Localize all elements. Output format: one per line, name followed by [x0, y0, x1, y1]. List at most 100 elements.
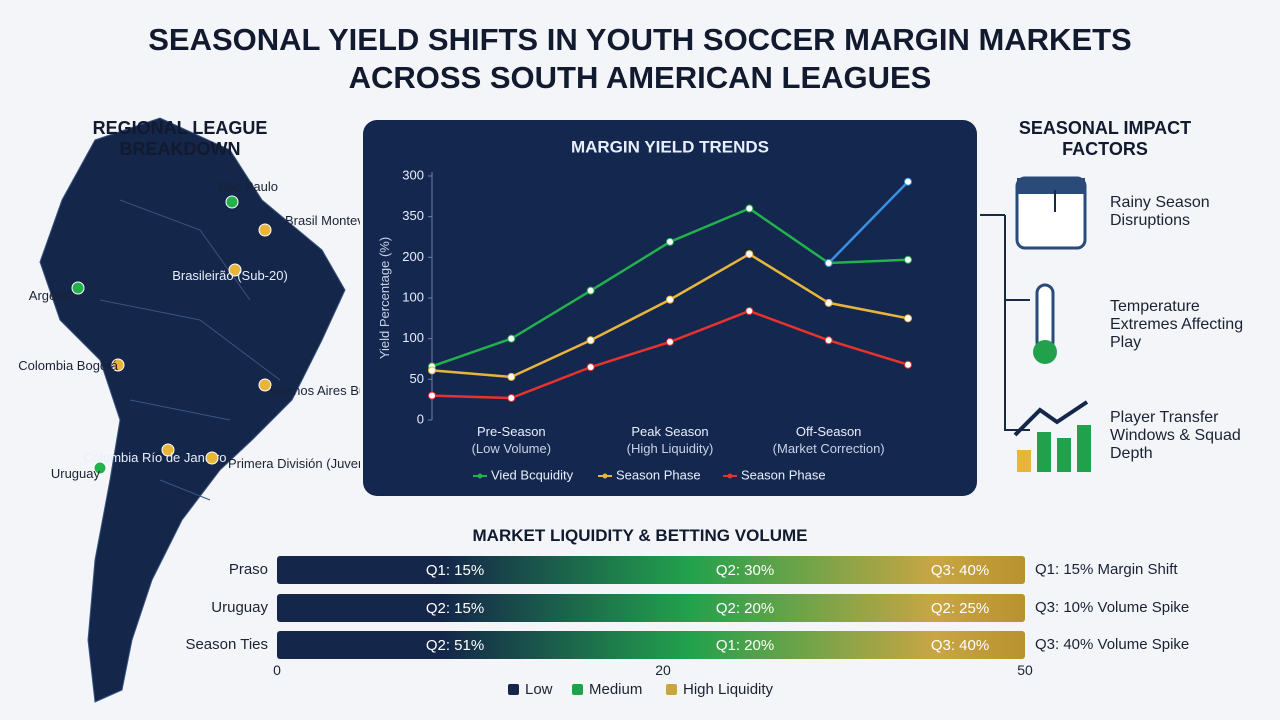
factors-title: SEASONAL IMPACT FACTORS: [1018, 118, 1192, 159]
map-pin: [93, 461, 107, 475]
segment-label: Q2: 20%: [715, 600, 775, 617]
segment-label: Q2: 25%: [930, 600, 990, 617]
data-point: [428, 391, 436, 400]
map-pin: [228, 263, 242, 277]
map-label: Brasil Montevideo: [285, 213, 360, 228]
bar-icon: [1077, 425, 1091, 472]
data-point: [904, 177, 912, 186]
map-pin: [258, 378, 272, 392]
axis-label: 20: [655, 662, 671, 678]
trend-icon: [1013, 400, 1089, 437]
map-label: Colombia Bogotá: [18, 358, 118, 373]
map-pin: [161, 443, 175, 457]
x-tick-label: Peak Season: [631, 424, 708, 439]
data-point: [745, 307, 754, 316]
title-line: SEASONAL YIELD SHIFTS IN YOUTH SOCCER MA…: [148, 22, 1132, 57]
row-label: Praso: [228, 561, 268, 578]
map-title: REGIONAL LEAGUE BREAKDOWN: [92, 118, 268, 159]
calendar-top: [1017, 178, 1085, 194]
legend-label: Low: [525, 681, 553, 698]
data-point: [666, 337, 674, 346]
segment-label: Q3: 40%: [930, 637, 990, 654]
data-point: [904, 360, 912, 369]
y-tick-label: 200: [402, 249, 424, 264]
map-label: Colombia Río de Janeiro: [83, 450, 226, 465]
y-tick-label: 100: [402, 289, 424, 304]
segment-label: Q2: 51%: [425, 637, 485, 654]
liquidity-bar: [277, 631, 1025, 659]
data-point: [507, 394, 516, 403]
legend-label: Season Phase: [741, 467, 826, 482]
legend-dot: [602, 473, 608, 479]
data-point: [745, 204, 754, 213]
data-point: [824, 336, 833, 345]
data-point: [824, 259, 833, 268]
data-point: [904, 255, 912, 264]
legend-swatch: [508, 684, 519, 695]
segment-label: Q1: 15%: [425, 562, 485, 579]
borders: [99, 199, 281, 501]
data-point: [824, 298, 833, 307]
y-tick-label: 100: [402, 330, 424, 345]
data-point: [507, 334, 516, 343]
x-tick-sublabel: (High Liquidity): [627, 441, 714, 456]
legend-swatch: [666, 684, 677, 695]
x-tick-sublabel: (Low Volume): [472, 441, 551, 456]
map-label: Argenti: [29, 288, 70, 303]
map: São Paulo Brasil Montevideo Brasileirão (S…: [18, 117, 360, 703]
map-pin: [111, 358, 125, 372]
segment-label: Q3: 40%: [930, 562, 990, 579]
map-pin: [205, 451, 219, 465]
data-point: [586, 336, 595, 345]
x-tick-label: Pre-Season: [477, 424, 546, 439]
data-point: [904, 314, 912, 323]
factor-text: Temperature Extremes Affecting Play: [1110, 298, 1244, 351]
axis-label: 0: [273, 662, 281, 678]
row-note: Q1: 15% Margin Shift: [1035, 561, 1178, 578]
series-line: [827, 180, 909, 264]
data-point: [666, 295, 674, 304]
data-point: [586, 363, 595, 372]
data-point: [507, 372, 516, 381]
row-label: Season Ties: [185, 636, 268, 653]
bar-icon: [1057, 438, 1071, 472]
data-point: [428, 366, 436, 375]
segment-label: Q1: 20%: [715, 637, 775, 654]
map-label: São Paulo: [218, 179, 278, 194]
map-pin: [71, 281, 85, 295]
bar-icon: [1017, 450, 1031, 472]
row-label: Uruguay: [211, 599, 268, 616]
factor-text: Rainy Season Disruptions: [1110, 194, 1210, 229]
segment-label: Q2: 30%: [715, 562, 775, 579]
map-label: Buenos Aires Bubotá: [270, 383, 360, 398]
row-note: Q3: 40% Volume Spike: [1035, 636, 1190, 653]
thermometer-bulb: [1033, 340, 1057, 364]
continent: [39, 117, 346, 703]
legend-swatch: [572, 684, 583, 695]
y-tick-label: 350: [402, 208, 424, 223]
title-line: ACROSS SOUTH AMERICAN LEAGUES: [348, 60, 932, 95]
map-label: Primera División (Juvenil): [228, 456, 360, 471]
legend-dot: [727, 473, 733, 479]
y-axis-label: Yield Percentage (%): [377, 237, 392, 359]
segment-label: Q2: 15%: [425, 600, 485, 617]
y-tick-label: 0: [417, 411, 424, 426]
map-pin: [258, 223, 272, 237]
y-tick-label: 300: [402, 167, 424, 182]
x-tick-sublabel: (Market Correction): [773, 441, 885, 456]
x-tick-label: Off-Season: [796, 424, 862, 439]
legend-label: Vied Bcquidity: [491, 467, 574, 482]
data-point: [745, 250, 754, 259]
data-point: [666, 237, 674, 246]
map-pin: [225, 195, 239, 209]
legend-dot: [477, 473, 483, 479]
map-label: Brasileirão (Sub-20): [172, 268, 288, 283]
y-tick-label: 50: [410, 371, 424, 386]
liquidity-title: MARKET LIQUIDITY & BETTING VOLUME: [472, 526, 808, 545]
factor-text: Player Transfer Windows & Squad Depth: [1110, 409, 1241, 462]
map-label: Uruguay: [51, 466, 101, 481]
legend-label: High Liquidity: [683, 681, 774, 698]
bar-icon: [1037, 432, 1051, 472]
axis-label: 50: [1017, 662, 1033, 678]
